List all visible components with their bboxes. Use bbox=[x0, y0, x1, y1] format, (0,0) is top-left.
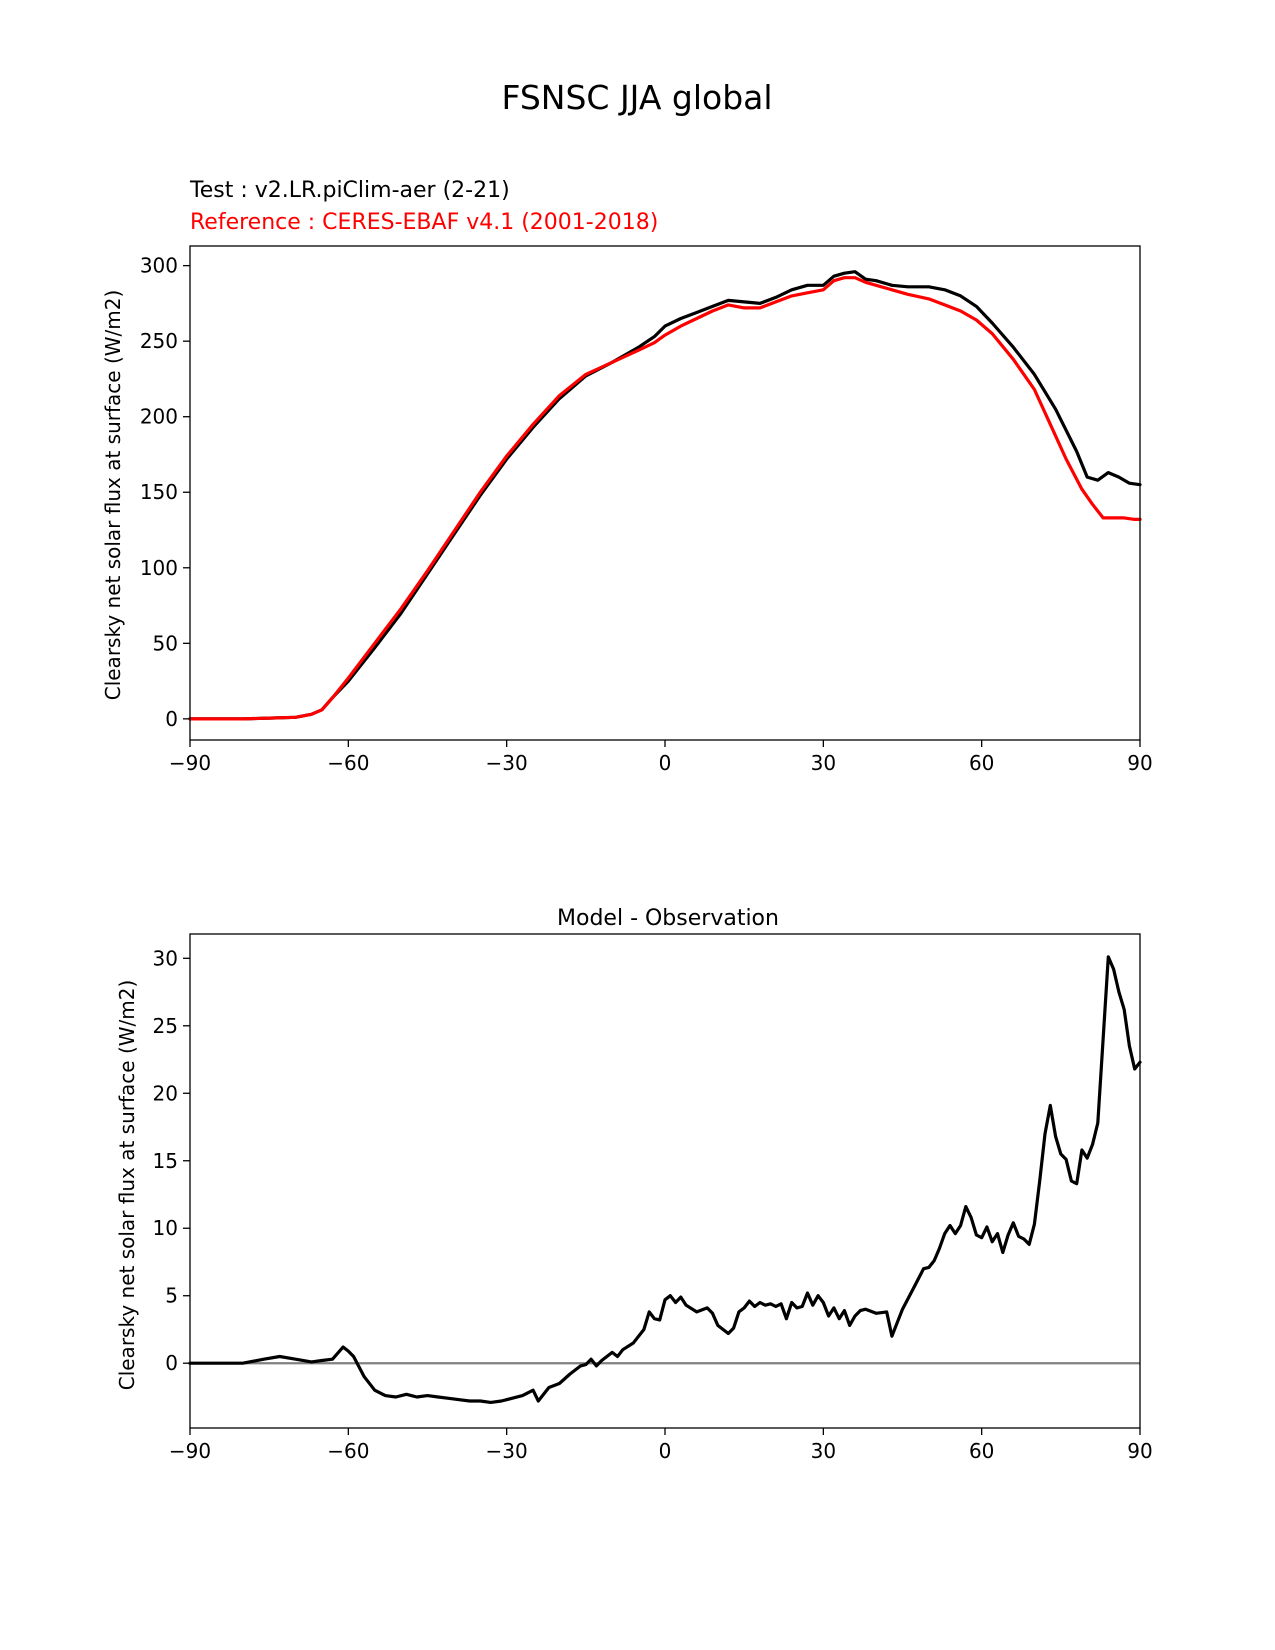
bottom-chart-y-tick-label: 30 bbox=[153, 946, 178, 970]
top-chart-y-tick-label: 150 bbox=[140, 480, 178, 504]
top-chart-y-tick-label: 50 bbox=[153, 631, 178, 655]
bottom-chart-x-tick-label: 0 bbox=[659, 1439, 672, 1463]
bottom-chart-x-tick-label: 90 bbox=[1127, 1439, 1152, 1463]
top-chart: Test : v2.LR.piClim-aer (2-21) Reference… bbox=[101, 178, 1153, 775]
bottom-chart-y-tick-label: 20 bbox=[153, 1081, 178, 1105]
bottom-chart-y-tick-label: 10 bbox=[153, 1216, 178, 1240]
top-chart-series-line-reference bbox=[188, 276, 1142, 721]
top-chart-y-tick-label: 100 bbox=[140, 556, 178, 580]
bottom-chart-title: Model - Observation bbox=[557, 906, 779, 931]
top-chart-x-tick-label: −90 bbox=[169, 751, 211, 775]
bottom-chart-x-tick-label: 60 bbox=[969, 1439, 994, 1463]
top-chart-y-tick-label: 200 bbox=[140, 405, 178, 429]
top-chart-test-title: Test : v2.LR.piClim-aer (2-21) bbox=[189, 178, 510, 203]
bottom-chart-y-tick-label: 15 bbox=[153, 1149, 178, 1173]
top-chart-x-tick-label: 30 bbox=[811, 751, 836, 775]
bottom-chart: Model - Observation Clearsky net solar f… bbox=[115, 906, 1153, 1463]
top-chart-axes-frame bbox=[189, 245, 1141, 741]
bottom-chart-y-tick-label: 0 bbox=[165, 1351, 178, 1375]
top-chart-x-tick-label: −60 bbox=[327, 751, 369, 775]
top-plot-area: −90 −60 −30 0 30 60 90 0 50 100 150 200 250 300 bbox=[140, 245, 1153, 775]
top-chart-y-tick-label: 0 bbox=[165, 707, 178, 731]
bottom-chart-x-tick-label: −90 bbox=[169, 1439, 211, 1463]
bottom-plot-area: −90 −60 −30 0 30 60 90 0 5 10 15 20 25 30 bbox=[153, 933, 1153, 1463]
bottom-chart-series-line-difference bbox=[188, 955, 1142, 1405]
top-chart-x-tick-label: 90 bbox=[1127, 751, 1152, 775]
top-chart-y-tick-label: 300 bbox=[140, 254, 178, 278]
bottom-chart-x-tick-label: −30 bbox=[486, 1439, 528, 1463]
top-chart-x-tick-label: 0 bbox=[659, 751, 672, 775]
bottom-chart-ylabel: Clearsky net solar flux at surface (W/m2… bbox=[115, 980, 139, 1391]
bottom-chart-x-tick-label: −60 bbox=[327, 1439, 369, 1463]
top-chart-reference-title: Reference : CERES-EBAF v4.1 (2001-2018) bbox=[190, 210, 658, 235]
top-chart-series-line-test bbox=[188, 270, 1142, 721]
top-chart-y-tick-label: 250 bbox=[140, 329, 178, 353]
top-chart-x-tick-label: 60 bbox=[969, 751, 994, 775]
top-chart-x-tick-label: −30 bbox=[486, 751, 528, 775]
bottom-chart-y-tick-label: 5 bbox=[165, 1284, 178, 1308]
bottom-chart-x-tick-label: 30 bbox=[811, 1439, 836, 1463]
top-chart-ylabel: Clearsky net solar flux at surface (W/m2… bbox=[101, 290, 125, 701]
bottom-chart-y-tick-label: 25 bbox=[153, 1014, 178, 1038]
bottom-chart-axes-frame bbox=[189, 933, 1141, 1429]
figure-title: FSNSC JJA global bbox=[501, 78, 772, 117]
